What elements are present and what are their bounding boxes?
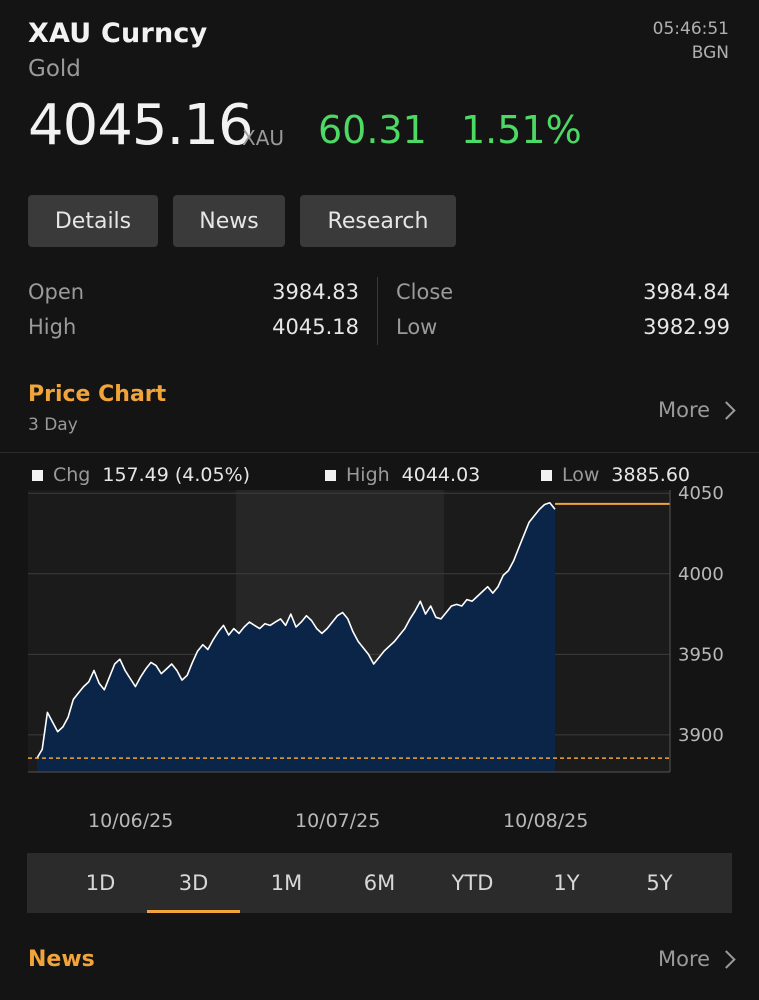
- legend-high-value: 4044.03: [401, 464, 481, 486]
- range-6m-button[interactable]: 6M: [363, 871, 396, 895]
- section-divider: [0, 452, 759, 453]
- price-change: 60.31: [318, 108, 427, 152]
- y-tick-label: 3950: [678, 644, 724, 665]
- range-1d-button[interactable]: 1D: [85, 871, 116, 895]
- news-more-label: More: [658, 947, 711, 971]
- low-value: 3982.99: [643, 315, 730, 339]
- legend-high: High 4044.03: [325, 464, 480, 486]
- open-value: 3984.83: [272, 280, 359, 304]
- price-change-percent: 1.51%: [461, 108, 582, 152]
- chevron-right-icon: [717, 949, 736, 969]
- legend-change-label: Chg: [53, 464, 91, 486]
- price-area-fill: [37, 502, 555, 772]
- high-label: High: [28, 315, 77, 339]
- legend-change: Chg 157.49 (4.05%): [32, 464, 250, 486]
- low-label: Low: [396, 315, 438, 339]
- chart-more-label: More: [658, 398, 711, 422]
- news-section-title: News: [28, 947, 95, 972]
- price-line: [36, 502, 556, 759]
- research-button[interactable]: Research: [300, 195, 456, 247]
- range-5y-button[interactable]: 5Y: [646, 871, 673, 895]
- news-button[interactable]: News: [173, 195, 285, 247]
- news-more-link[interactable]: More: [658, 947, 736, 971]
- y-tick-label: 4000: [678, 564, 724, 585]
- price-chart[interactable]: 3900 3950 4000 4050: [0, 480, 759, 780]
- range-1y-button[interactable]: 1Y: [553, 871, 580, 895]
- chart-period-label: 3 Day: [28, 415, 78, 435]
- y-tick-label: 4050: [678, 483, 724, 504]
- price-source: BGN: [691, 43, 729, 63]
- legend-swatch-icon: [541, 469, 552, 481]
- open-label: Open: [28, 280, 85, 304]
- legend-low: Low 3885.60: [541, 464, 690, 486]
- price-chart-title: Price Chart: [28, 382, 167, 407]
- x-tick-label: 10/06/25: [88, 810, 174, 832]
- range-1m-button[interactable]: 1M: [270, 871, 303, 895]
- legend-low-label: Low: [562, 464, 600, 486]
- legend-high-label: High: [346, 464, 390, 486]
- range-ytd-button[interactable]: YTD: [451, 871, 494, 895]
- security-name: Gold: [28, 56, 81, 82]
- x-tick-label: 10/07/25: [295, 810, 381, 832]
- high-value: 4045.18: [272, 315, 359, 339]
- x-tick-label: 10/08/25: [503, 810, 589, 832]
- last-update-time: 05:46:51: [652, 19, 729, 39]
- legend-swatch-icon: [32, 469, 43, 481]
- chart-more-link[interactable]: More: [658, 398, 736, 422]
- time-range-selector: 1D 3D 1M 6M YTD 1Y 5Y: [27, 853, 732, 913]
- stats-divider: [377, 277, 378, 345]
- last-price: 4045.16: [28, 93, 254, 158]
- close-label: Close: [396, 280, 454, 304]
- chevron-right-icon: [717, 400, 736, 420]
- range-3d-button[interactable]: 3D: [147, 853, 240, 913]
- close-value: 3984.84: [643, 280, 730, 304]
- legend-low-value: 3885.60: [611, 464, 690, 486]
- details-button[interactable]: Details: [28, 195, 158, 247]
- y-tick-label: 3900: [678, 725, 724, 746]
- legend-change-value: 157.49 (4.05%): [102, 464, 251, 486]
- legend-swatch-icon: [325, 469, 336, 481]
- ticker-symbol: XAU Curncy: [28, 18, 208, 49]
- price-currency: XAU: [242, 126, 285, 150]
